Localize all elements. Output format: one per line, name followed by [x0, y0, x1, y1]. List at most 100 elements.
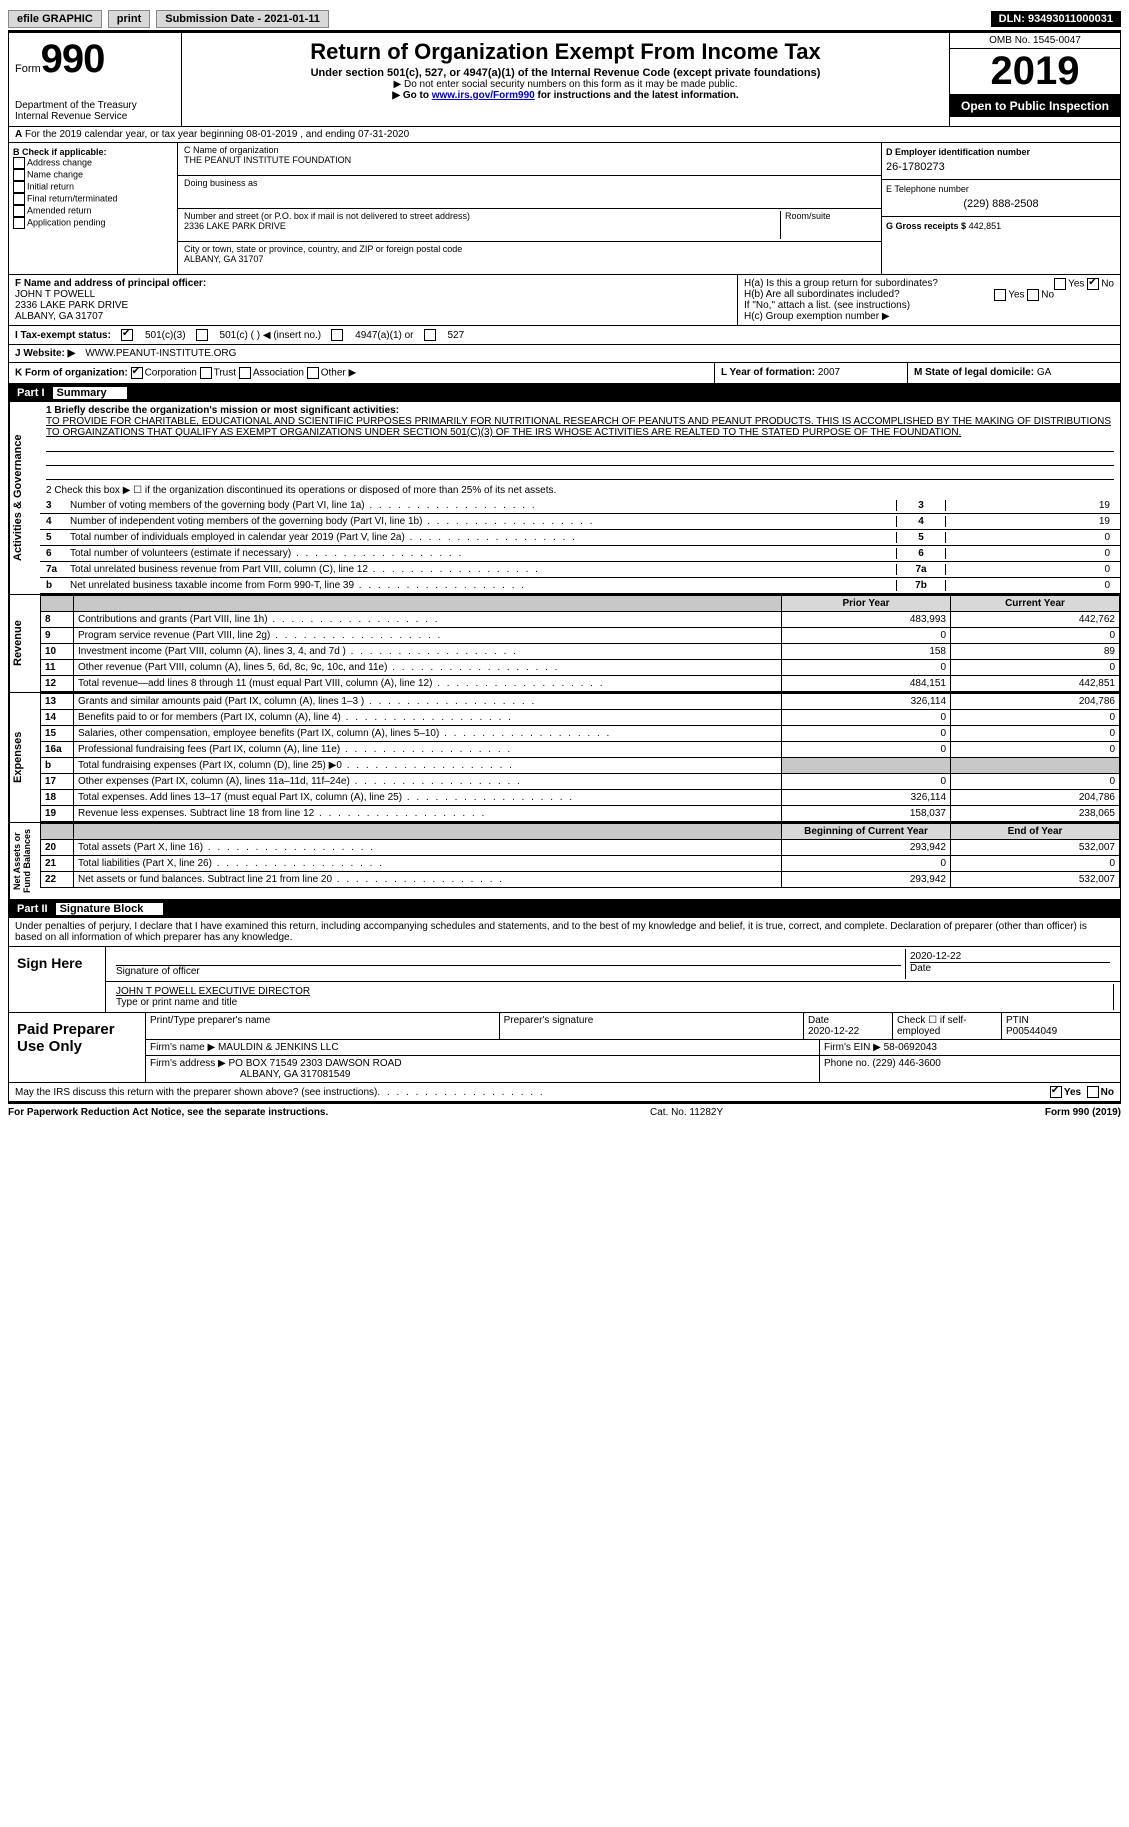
fh-row: F Name and address of principal officer:…: [8, 275, 1121, 326]
fin-row-18: 18Total expenses. Add lines 13–17 (must …: [41, 790, 1120, 806]
firm-name-lbl: Firm's name ▶: [150, 1042, 215, 1053]
rev-block: Revenue Prior YearCurrent Year 8Contribu…: [8, 595, 1121, 693]
ein-val: 26-1780273: [886, 157, 1116, 173]
col-f: F Name and address of principal officer:…: [9, 275, 738, 325]
year-formation-lbl: L Year of formation:: [721, 367, 815, 378]
firm-ein: 58-0692043: [884, 1042, 937, 1053]
chk-address[interactable]: Address change: [13, 157, 173, 169]
fin-row-14: 14Benefits paid to or for members (Part …: [41, 710, 1120, 726]
officer-addr1: 2336 LAKE PARK DRIVE: [15, 300, 128, 311]
firm-ein-lbl: Firm's EIN ▶: [824, 1042, 881, 1053]
website-val: WWW.PEANUT-INSTITUTE.ORG: [85, 348, 236, 359]
ha-no[interactable]: [1087, 278, 1099, 290]
efile-label: efile GRAPHIC: [8, 10, 102, 28]
chk-pending[interactable]: Application pending: [13, 217, 173, 229]
sig-name-lbl: Type or print name and title: [116, 997, 237, 1008]
hdr-cy: Current Year: [951, 596, 1120, 612]
chk-corp[interactable]: [131, 367, 143, 379]
part2-title: Signature Block: [56, 903, 164, 915]
prep-sig-lbl: Preparer's signature: [500, 1013, 804, 1039]
discuss-yes[interactable]: [1050, 1086, 1062, 1098]
chk-4947[interactable]: [331, 329, 343, 341]
hdr-boy: Beginning of Current Year: [782, 824, 951, 840]
ein-lbl: D Employer identification number: [886, 147, 1030, 157]
cat-no: Cat. No. 11282Y: [328, 1107, 1045, 1118]
ag-line-b: bNet unrelated business taxable income f…: [40, 578, 1120, 594]
exp-block: Expenses 13Grants and similar amounts pa…: [8, 693, 1121, 823]
row-a-text: For the 2019 calendar year, or tax year …: [25, 129, 409, 140]
ha-yes[interactable]: [1054, 278, 1066, 290]
discuss-lbl: May the IRS discuss this return with the…: [15, 1087, 377, 1098]
addr-lbl: Number and street (or P.O. box if mail i…: [184, 211, 470, 221]
gross-lbl: G Gross receipts $: [886, 221, 966, 231]
fin-row-21: 21Total liabilities (Part X, line 26)00: [41, 856, 1120, 872]
form-word: Form: [15, 63, 41, 75]
col-b-title: B Check if applicable:: [13, 147, 107, 157]
chk-amended[interactable]: Amended return: [13, 205, 173, 217]
ag-line-5: 5Total number of individuals employed in…: [40, 530, 1120, 546]
hc-lbl: H(c) Group exemption number ▶: [744, 311, 890, 322]
signature-block: Under penalties of perjury, I declare th…: [8, 918, 1121, 1083]
tel-val: (229) 888-2508: [886, 194, 1116, 210]
ag-block: Activities & Governance 1 Briefly descri…: [8, 402, 1121, 595]
hb-lbl: H(b) Are all subordinates included?: [744, 289, 900, 300]
form990-link[interactable]: www.irs.gov/Form990: [432, 90, 535, 101]
ptin: PTINP00544049: [1002, 1013, 1120, 1039]
chk-name[interactable]: Name change: [13, 169, 173, 181]
officer-lbl: F Name and address of principal officer:: [15, 278, 206, 289]
firm-addr-lbl: Firm's address ▶: [150, 1058, 226, 1069]
hdr-py: Prior Year: [782, 596, 951, 612]
header-left: Form990 Department of the Treasury Inter…: [9, 33, 182, 126]
officer-name: JOHN T POWELL: [15, 289, 95, 300]
fin-row-13: 13Grants and similar amounts paid (Part …: [41, 694, 1120, 710]
chk-assoc[interactable]: [239, 367, 251, 379]
hb-no[interactable]: [1027, 289, 1039, 301]
goto-post: for instructions and the latest informat…: [535, 90, 739, 101]
na-block: Net Assets or Fund Balances Beginning of…: [8, 823, 1121, 900]
row-a: A For the 2019 calendar year, or tax yea…: [8, 127, 1121, 143]
ag-line-3: 3Number of voting members of the governi…: [40, 498, 1120, 514]
print-button[interactable]: print: [108, 10, 150, 28]
l1-txt: TO PROVIDE FOR CHARITABLE, EDUCATIONAL A…: [46, 416, 1111, 438]
header-right: OMB No. 1545-0047 2019 Open to Public In…: [949, 33, 1120, 126]
dba-lbl: Doing business as: [184, 178, 258, 188]
gross-val: 442,851: [969, 221, 1002, 231]
form-number: 990: [41, 37, 105, 81]
block-bcde: B Check if applicable: Address change Na…: [8, 143, 1121, 275]
discuss-no[interactable]: [1087, 1086, 1099, 1098]
irs-label: Internal Revenue Service: [15, 111, 175, 122]
chk-initial[interactable]: Initial return: [13, 181, 173, 193]
hb-note: If "No," attach a list. (see instruction…: [744, 300, 1114, 311]
form-footer: Form 990 (2019): [1045, 1107, 1121, 1118]
vtab-rev: Revenue: [9, 595, 40, 692]
vtab-ag: Activities & Governance: [9, 402, 40, 594]
form-org-lbl: K Form of organization:: [15, 368, 128, 379]
fin-row-16a: 16aProfessional fundraising fees (Part I…: [41, 742, 1120, 758]
header-mid: Return of Organization Exempt From Incom…: [182, 33, 949, 126]
chk-527[interactable]: [424, 329, 436, 341]
header-row: Form990 Department of the Treasury Inter…: [8, 32, 1121, 127]
hb-yes[interactable]: [994, 289, 1006, 301]
officer-addr2: ALBANY, GA 31707: [15, 311, 103, 322]
dln-label: DLN: 93493011000031: [991, 11, 1121, 27]
form-subtitle: Under section 501(c), 527, or 4947(a)(1)…: [188, 67, 943, 79]
chk-other[interactable]: [307, 367, 319, 379]
tel-lbl: E Telephone number: [886, 184, 1116, 194]
chk-501c[interactable]: [196, 329, 208, 341]
ag-line-4: 4Number of independent voting members of…: [40, 514, 1120, 530]
ag-line-7a: 7aTotal unrelated business revenue from …: [40, 562, 1120, 578]
ag-line-6: 6Total number of volunteers (estimate if…: [40, 546, 1120, 562]
footer: For Paperwork Reduction Act Notice, see …: [8, 1102, 1121, 1121]
fin-row-12: 12Total revenue—add lines 8 through 11 (…: [41, 676, 1120, 692]
col-c: C Name of organizationTHE PEANUT INSTITU…: [178, 143, 881, 274]
state-lbl: M State of legal domicile:: [914, 367, 1034, 378]
prep-name-lbl: Print/Type preparer's name: [146, 1013, 500, 1039]
dept-treasury: Department of the Treasury: [15, 100, 175, 111]
chk-501c3[interactable]: [121, 329, 133, 341]
arrow-note-2: ▶ Go to www.irs.gov/Form990 for instruct…: [188, 90, 943, 101]
chk-final[interactable]: Final return/terminated: [13, 193, 173, 205]
fin-row-15: 15Salaries, other compensation, employee…: [41, 726, 1120, 742]
chk-trust[interactable]: [200, 367, 212, 379]
fin-row-22: 22Net assets or fund balances. Subtract …: [41, 872, 1120, 888]
part1-header: Part I Summary: [8, 384, 1121, 402]
